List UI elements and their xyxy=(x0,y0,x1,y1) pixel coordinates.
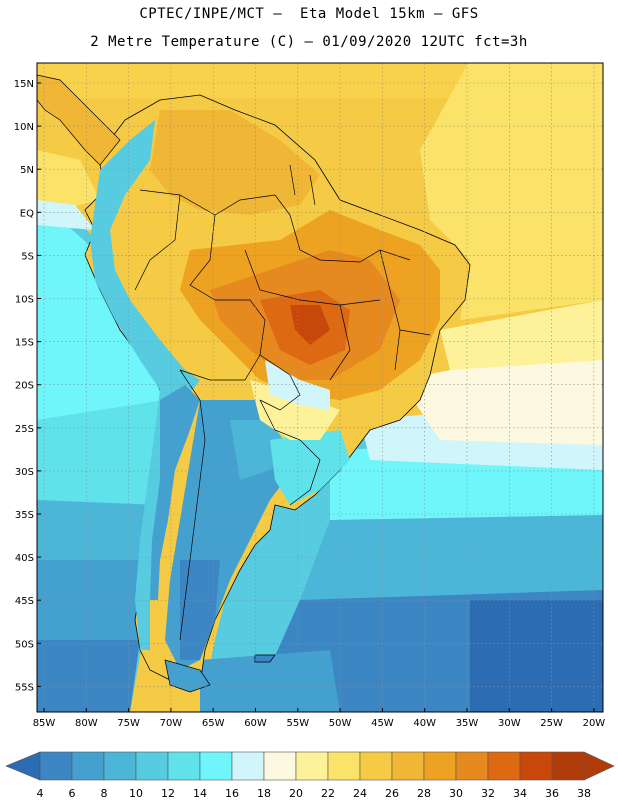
colorbar-swatch xyxy=(231,751,265,781)
lat-label: 20S xyxy=(15,381,34,392)
map-grid xyxy=(37,63,603,712)
colorbar-label: 14 xyxy=(193,787,207,800)
lat-label: 10N xyxy=(14,122,34,133)
colorbar-swatch xyxy=(519,751,553,781)
colorbar-swatch xyxy=(327,751,361,781)
colorbar-swatch xyxy=(199,751,233,781)
lat-label: EQ xyxy=(20,208,34,219)
lon-label: 25W xyxy=(540,718,563,729)
tierra-del-fuego xyxy=(164,659,211,693)
colorbar-label: 28 xyxy=(417,787,431,800)
lon-label: 85W xyxy=(33,718,56,729)
lat-label: 50S xyxy=(15,639,34,650)
colorbar-label: 6 xyxy=(69,787,76,800)
colorbar-label: 38 xyxy=(577,787,591,800)
colorbar-label: 16 xyxy=(225,787,239,800)
lat-label: 15S xyxy=(15,338,34,349)
lat-label: 25S xyxy=(15,424,34,435)
lon-label: 65W xyxy=(202,718,225,729)
colorbar-swatch xyxy=(391,751,425,781)
colorbar-arrow-low xyxy=(5,751,41,781)
colorbar-label: 34 xyxy=(513,787,527,800)
lon-label: 80W xyxy=(75,718,98,729)
colorbar-label: 4 xyxy=(37,787,44,800)
map-title-line-1: CPTEC/INPE/MCT — Eta Model 15km — GFS xyxy=(139,6,479,22)
lon-label: 35W xyxy=(456,718,479,729)
latitude-labels: 15N 10N 5N EQ 5S 10S 15S 20S 25S 30S 35S 40S 45S 50S 5… xyxy=(14,79,41,693)
colorbar: 4 6 8 10 12 14 16 18 20 22 24 26 28 30 32 34 36 38 xyxy=(5,751,615,800)
country-borders xyxy=(134,164,431,641)
colorbar-label: 10 xyxy=(129,787,143,800)
colorbar-arrow-high xyxy=(583,751,615,781)
colorbar-label: 30 xyxy=(449,787,463,800)
falkland-islands xyxy=(254,654,276,663)
colorbar-swatch xyxy=(103,751,137,781)
colorbar-label: 18 xyxy=(257,787,271,800)
lat-label: 10S xyxy=(15,295,34,306)
colorbar-swatch xyxy=(39,751,73,781)
lon-label: 55W xyxy=(286,718,309,729)
colorbar-swatch xyxy=(359,751,393,781)
longitude-labels: 85W 80W 75W 70W 65W 60W 55W 50W 45W 40W 35W 30W 25W 2… xyxy=(33,708,606,729)
colorbar-swatch xyxy=(455,751,489,781)
lat-label: 45S xyxy=(15,596,34,607)
lon-label: 75W xyxy=(117,718,140,729)
lat-label: 55S xyxy=(15,682,34,693)
colorbar-swatch xyxy=(167,751,201,781)
colorbar-label: 20 xyxy=(289,787,303,800)
colorbar-label: 36 xyxy=(545,787,559,800)
colorbar-label: 24 xyxy=(353,787,367,800)
colorbar-swatch xyxy=(263,751,297,781)
colorbar-swatch xyxy=(71,751,105,781)
colorbar-label: 12 xyxy=(161,787,175,800)
colorbar-swatch xyxy=(135,751,169,781)
lat-label: 40S xyxy=(15,553,34,564)
colorbar-label: 26 xyxy=(385,787,399,800)
lon-label: 60W xyxy=(244,718,267,729)
colorbar-swatch xyxy=(487,751,521,781)
central-america xyxy=(37,74,121,166)
map-frame xyxy=(36,62,604,713)
lat-label: 5N xyxy=(20,165,34,176)
colorbar-swatch xyxy=(295,751,329,781)
lat-label: 15N xyxy=(14,79,34,90)
colorbar-swatch xyxy=(551,751,585,781)
colorbar-label: 32 xyxy=(481,787,495,800)
lon-label: 30W xyxy=(498,718,521,729)
map-field xyxy=(37,63,603,712)
lon-label: 45W xyxy=(371,718,394,729)
colorbar-label: 22 xyxy=(321,787,335,800)
colorbar-label: 8 xyxy=(101,787,108,800)
lon-label: 50W xyxy=(329,718,352,729)
lon-label: 20W xyxy=(583,718,606,729)
lon-label: 40W xyxy=(413,718,436,729)
lon-label: 70W xyxy=(160,718,183,729)
colorbar-swatch xyxy=(423,751,457,781)
lat-label: 30S xyxy=(15,467,34,478)
lat-label: 35S xyxy=(15,510,34,521)
pacific-warm xyxy=(37,150,100,215)
lat-label: 5S xyxy=(21,251,34,262)
map-title-line-2: 2 Metre Temperature (C) — 01/09/2020 12U… xyxy=(90,34,528,50)
